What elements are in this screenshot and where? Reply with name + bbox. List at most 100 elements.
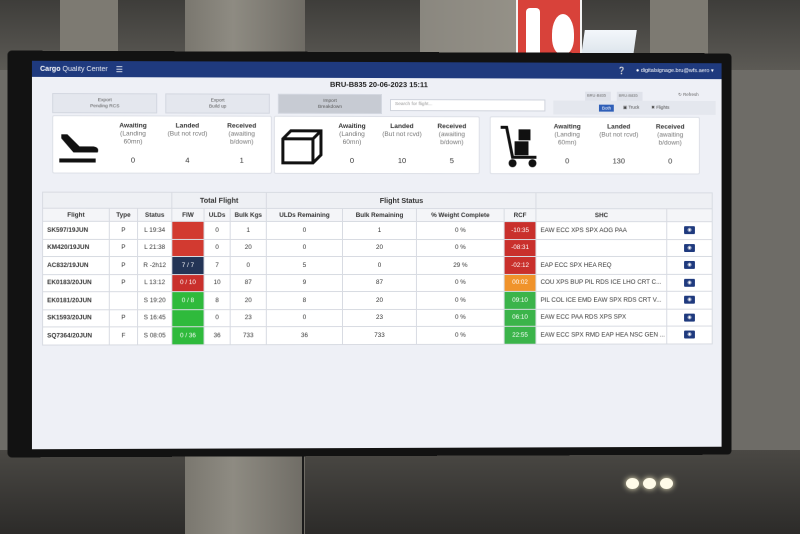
col-flight[interactable]: Flight bbox=[43, 208, 110, 221]
filter-flights-button[interactable]: ✖ Flights bbox=[648, 104, 672, 112]
stat-label: Awaiting bbox=[329, 123, 375, 131]
filter-toggle: Both ▣ Truck ✖ Flights bbox=[553, 101, 715, 115]
ulds-remaining-cell: 0 bbox=[266, 239, 342, 257]
uld-summary-card: Awaiting (Landing 60mn) 0 Landed (But no… bbox=[274, 116, 480, 174]
flights-table-container: Total Flight Flight Status Flight Type S… bbox=[42, 192, 712, 345]
group-header-blank bbox=[43, 192, 172, 208]
col-type[interactable]: Type bbox=[109, 208, 137, 221]
fiw-cell bbox=[172, 309, 204, 327]
pct-weight-cell: 0 % bbox=[416, 222, 504, 240]
view-details-button[interactable]: ◉ bbox=[684, 279, 695, 287]
warehouse-select-a[interactable]: BRU-B835 bbox=[585, 92, 611, 101]
type-cell: P bbox=[109, 221, 137, 239]
fiw-cell bbox=[172, 239, 204, 257]
view-details-button[interactable]: ◉ bbox=[684, 261, 695, 269]
col-rcf[interactable]: RCF bbox=[504, 209, 536, 222]
group-header-total-flight: Total Flight bbox=[172, 192, 267, 208]
actions-cell: ◉ bbox=[667, 256, 712, 273]
bulk-remaining-cell: 733 bbox=[343, 326, 417, 344]
type-cell: P bbox=[109, 257, 137, 275]
ulds-cell: 36 bbox=[204, 327, 230, 345]
fiw-cell: 0 / 36 bbox=[172, 327, 204, 345]
stat-sublabel: (awaiting b/down) bbox=[219, 131, 265, 147]
menu-icon[interactable]: ☰ bbox=[116, 65, 123, 74]
table-row[interactable]: EK0181/20JUN S 19:20 0 / 8 8 20 8 20 0 % 09:10 PI… bbox=[43, 291, 713, 309]
col-bulk-kgs[interactable]: Bulk Kgs bbox=[230, 208, 266, 221]
flight-cell: SQ7364/20JUN bbox=[43, 327, 110, 345]
stat-value: 1 bbox=[219, 157, 265, 165]
bulk-awaiting-stat: Awaiting (Landing 60mn) 0 bbox=[544, 123, 590, 147]
stat-value: 5 bbox=[429, 157, 475, 165]
table-row[interactable]: EK0183/20JUN P L 13:12 0 / 10 10 87 9 87 0 % 00:0… bbox=[43, 274, 713, 292]
filter-truck-button[interactable]: ▣ Truck bbox=[620, 104, 642, 112]
rcf-cell: 00:02 bbox=[504, 274, 536, 291]
help-icon[interactable]: ❔ bbox=[617, 67, 626, 75]
table-row[interactable]: AC832/19JUN P R -2h12 7 / 7 7 0 5 0 29 % -02:12 EA… bbox=[43, 256, 713, 274]
table-row[interactable]: SQ7364/20JUN F S 08:05 0 / 36 36 733 36 733 0 % 2… bbox=[43, 326, 713, 345]
col-ulds[interactable]: ULDs bbox=[204, 208, 230, 221]
bulk-remaining-cell: 0 bbox=[343, 256, 417, 274]
button-sublabel: Build up bbox=[166, 104, 269, 110]
bulk-remaining-cell: 20 bbox=[343, 239, 417, 257]
shc-cell: EAW ECC XPS SPX AOG PAA bbox=[536, 222, 667, 239]
ulds-cell: 7 bbox=[204, 257, 230, 275]
col-bulk-remaining[interactable]: Bulk Remaining bbox=[343, 208, 417, 221]
user-menu[interactable]: ● digitalsignage.bru@wfs.aero ▾ bbox=[636, 68, 714, 74]
stat-value: 0 bbox=[647, 157, 692, 165]
flight-summary-card: Awaiting (Landing 60mn) 0 Landed (But no… bbox=[52, 115, 272, 174]
col-status[interactable]: Status bbox=[138, 208, 172, 221]
eye-icon: ◉ bbox=[687, 297, 691, 303]
eye-icon: ◉ bbox=[687, 227, 691, 233]
ulds-remaining-cell: 8 bbox=[266, 292, 342, 310]
shc-cell: COU XPS BUP PIL RDS ICE LHO CRT C... bbox=[536, 274, 667, 291]
view-details-button[interactable]: ◉ bbox=[684, 313, 695, 321]
rcf-cell: 22:55 bbox=[504, 326, 536, 343]
type-cell: P bbox=[109, 309, 137, 327]
export-build-up-button[interactable]: Export Build up bbox=[165, 93, 270, 113]
pct-weight-cell: 0 % bbox=[416, 326, 504, 344]
status-cell: S 19:20 bbox=[138, 292, 172, 310]
flame-icon bbox=[552, 14, 574, 54]
type-cell: F bbox=[109, 327, 137, 345]
view-details-button[interactable]: ◉ bbox=[684, 331, 695, 339]
type-cell bbox=[109, 292, 137, 310]
controls-bar: Export Pending RCS Export Build up Impor… bbox=[32, 91, 722, 117]
button-sublabel: Breakdown bbox=[279, 105, 381, 111]
warning-lamps bbox=[626, 478, 676, 490]
flight-search-input[interactable]: Search for flight... bbox=[390, 99, 545, 111]
col-shc[interactable]: SHC bbox=[536, 209, 667, 222]
refresh-label: Refresh bbox=[683, 92, 699, 97]
flight-cell: EK0181/20JUN bbox=[43, 292, 110, 310]
flight-cell: AC832/19JUN bbox=[43, 257, 110, 275]
stat-label: Landed bbox=[596, 124, 642, 132]
rcf-cell: -10:35 bbox=[504, 222, 536, 239]
stat-value: 0 bbox=[544, 157, 590, 165]
shc-cell: EAW ECC PAA RDS XPS SPX bbox=[536, 309, 667, 327]
stat-label: Received bbox=[429, 123, 475, 131]
app-brand[interactable]: Cargo Quality Center bbox=[40, 65, 108, 72]
table-row[interactable]: SK597/19JUN P L 19:34 0 1 0 1 0 % -10:35 EAW ECC … bbox=[43, 221, 713, 239]
ulds-remaining-cell: 0 bbox=[266, 309, 342, 327]
view-details-button[interactable]: ◉ bbox=[684, 226, 695, 234]
view-details-button[interactable]: ◉ bbox=[684, 296, 695, 304]
ulds-cell: 10 bbox=[204, 274, 230, 292]
warehouse-select-b[interactable]: BRU-B835 bbox=[617, 92, 643, 101]
col-actions bbox=[667, 209, 712, 222]
view-details-button[interactable]: ◉ bbox=[684, 244, 695, 252]
col-pct-weight[interactable]: % Weight Complete bbox=[416, 209, 504, 222]
status-cell: R -2h12 bbox=[138, 257, 172, 275]
col-fiw[interactable]: FIW bbox=[172, 208, 204, 221]
filter-both-button[interactable]: Both bbox=[599, 104, 614, 111]
stat-value: 10 bbox=[379, 157, 425, 165]
refresh-button[interactable]: ↻ Refresh bbox=[678, 92, 699, 98]
import-breakdown-button[interactable]: Import Breakdown bbox=[278, 94, 382, 114]
col-ulds-remaining[interactable]: ULDs Remaining bbox=[266, 208, 342, 221]
eye-icon: ◉ bbox=[687, 280, 691, 286]
export-pending-rcs-button[interactable]: Export Pending RCS bbox=[52, 93, 157, 113]
bulk-landed-stat: Landed (But not rcvd) 130 bbox=[596, 124, 642, 140]
monitor: Cargo Quality Center ☰ ❔ ● digitalsignag… bbox=[8, 51, 732, 458]
table-row[interactable]: KM420/19JUN P L 21:38 0 20 0 20 0 % -08:31 ◉ bbox=[43, 239, 713, 257]
status-cell: L 13:12 bbox=[138, 274, 172, 292]
table-row[interactable]: SK1593/20JUN P S 16:45 0 23 0 23 0 % 06:10 EAW EC… bbox=[43, 309, 713, 327]
uld-received-stat: Received (awaiting b/down) 5 bbox=[429, 123, 475, 147]
